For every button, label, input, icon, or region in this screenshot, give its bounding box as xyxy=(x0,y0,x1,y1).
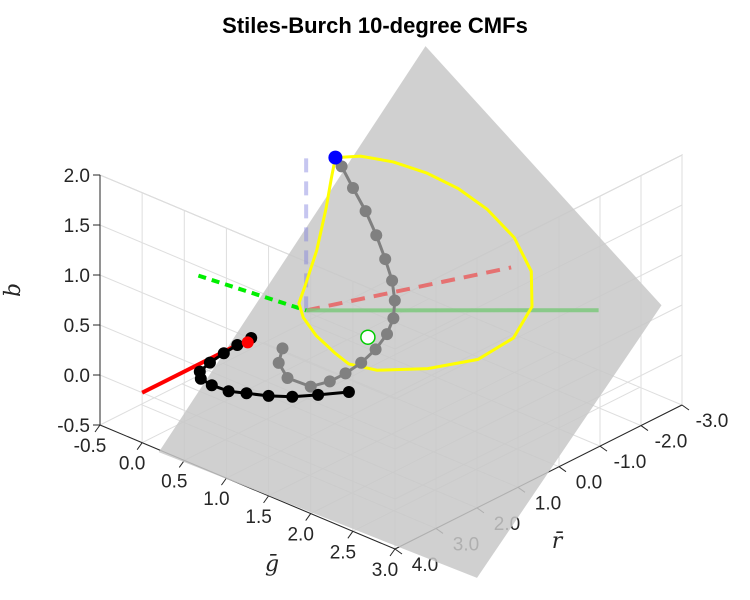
spectral-upper-point xyxy=(370,229,383,242)
spectral-upper-point xyxy=(272,356,285,369)
x-tick-label: -0.5 xyxy=(74,436,107,457)
x-tick-mark xyxy=(94,424,101,433)
z-axis-label: b̄ xyxy=(0,283,26,297)
primary-g-marker xyxy=(360,329,376,345)
spectral-upper-point xyxy=(281,372,294,384)
y-tick-label: -1.0 xyxy=(614,452,647,473)
y-tick-label: 1.0 xyxy=(535,493,561,514)
x-tick-label: 0.5 xyxy=(161,471,187,492)
z-tick-label: 0.0 xyxy=(64,366,90,387)
x-tick-label: 3.0 xyxy=(372,560,398,581)
spectral-lower-point xyxy=(286,390,299,403)
spectral-upper-point xyxy=(304,380,317,393)
spectral-upper-point xyxy=(339,367,352,380)
x-tick-label: 2.5 xyxy=(330,542,356,563)
x-tick-mark xyxy=(136,442,143,451)
spectral-lower-point xyxy=(240,387,253,400)
spectral-upper-point xyxy=(355,356,368,369)
z-tick-label: -0.5 xyxy=(57,416,90,437)
spectral-lower-point xyxy=(312,388,325,401)
spectral-upper-point xyxy=(379,253,392,266)
y-tick-mark xyxy=(681,404,690,411)
spectral-upper-point xyxy=(369,343,382,356)
spectral-upper-point xyxy=(323,375,336,388)
spectral-upper-point xyxy=(386,274,399,287)
r-axis-dashed xyxy=(305,265,512,313)
spectral-upper-point xyxy=(276,342,289,355)
y-tick-mark xyxy=(599,445,608,452)
z-tick-label: 0.5 xyxy=(64,316,90,337)
z-tick-label: 1.0 xyxy=(64,266,90,287)
x-tick-mark xyxy=(305,513,312,521)
z-tick-label: 1.5 xyxy=(64,216,90,237)
g-axis-front xyxy=(197,273,307,313)
plot-marks xyxy=(141,46,662,578)
spectral-upper-point xyxy=(359,205,372,218)
spectral-upper-point xyxy=(387,312,400,325)
z-tick-label: 2.0 xyxy=(64,166,90,187)
y-tick-label: 4.0 xyxy=(412,555,438,576)
x-tick-mark xyxy=(263,495,269,504)
spectral-lower-point xyxy=(222,385,235,398)
spectral-lower-point xyxy=(262,389,275,402)
spectral-upper-point xyxy=(388,294,401,307)
x-axis-label: ḡ xyxy=(265,552,279,577)
spectral-lower-point xyxy=(231,339,244,351)
spectral-lower-point xyxy=(203,356,216,369)
x-tick-label: 2.0 xyxy=(287,525,313,546)
chart-title: Stiles-Burch 10-degree CMFs xyxy=(222,13,528,38)
x-tick-label: 0.0 xyxy=(119,454,145,475)
spectral-lower-point xyxy=(342,386,355,398)
gamut-loop xyxy=(297,154,534,372)
y-tick-label: -2.0 xyxy=(655,432,688,453)
x-tick-mark xyxy=(389,548,396,557)
spectral-upper-point xyxy=(347,182,359,194)
x-tick-label: 1.5 xyxy=(245,507,271,528)
x-tick-mark xyxy=(347,530,354,539)
primary-b-marker xyxy=(328,150,343,165)
y-tick-label: 0.0 xyxy=(576,473,602,494)
spectral-lower-point xyxy=(205,379,218,392)
y-tick-mark xyxy=(394,548,403,555)
spectral-lower-point xyxy=(217,347,230,360)
spectral-upper-point xyxy=(381,328,393,341)
spectral-lower-point xyxy=(193,365,206,378)
y-tick-mark xyxy=(558,466,567,473)
y-tick-mark xyxy=(640,425,649,431)
x-tick-mark xyxy=(221,477,227,486)
y-axis-label: r̄ xyxy=(552,529,564,554)
primary-r-marker xyxy=(241,336,254,349)
x-tick-label: 1.0 xyxy=(203,489,229,510)
y-tick-label: -3.0 xyxy=(696,411,729,432)
